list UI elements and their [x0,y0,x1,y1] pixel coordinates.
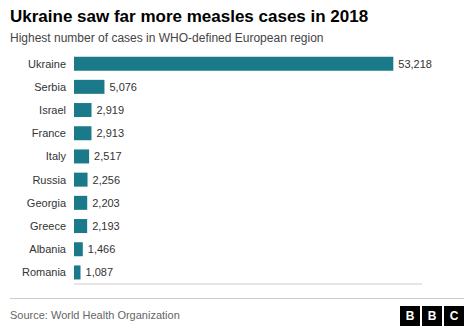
svg-text:1,466: 1,466 [88,243,116,255]
html-text:Source: World Health Organizat: Source: World Health Organization [10,309,180,321]
svg-text:5,076: 5,076 [109,81,137,93]
svg-text:2,203: 2,203 [92,197,120,209]
svg-text:2,517: 2,517 [94,150,122,162]
svg-text:Albania: Albania [29,243,67,255]
svg-text:Romania: Romania [22,266,67,278]
html-text:C: C [449,309,459,323]
svg-text:France: France [32,127,66,139]
svg-text:Ukraine: Ukraine [28,58,66,70]
html-text:B: B [427,309,437,323]
html-text:Ukraine saw far more measles c: Ukraine saw far more measles cases in 20… [10,7,369,26]
svg-text:Russia: Russia [32,174,67,186]
html-text:B: B [405,309,415,323]
svg-text:2,913: 2,913 [96,127,124,139]
svg-text:2,919: 2,919 [97,104,125,116]
svg-text:Serbia: Serbia [34,81,67,93]
svg-text:53,218: 53,218 [398,58,432,70]
svg-text:2,256: 2,256 [93,174,121,186]
svg-text:Greece: Greece [30,220,66,232]
svg-text:1,087: 1,087 [86,266,114,278]
svg-text:Israel: Israel [39,104,66,116]
html-text:Highest number of cases in WHO: Highest number of cases in WHO-defined E… [10,31,324,45]
svg-text:Italy: Italy [46,150,67,162]
svg-text:Georgia: Georgia [27,197,67,209]
svg-text:2,193: 2,193 [92,220,120,232]
